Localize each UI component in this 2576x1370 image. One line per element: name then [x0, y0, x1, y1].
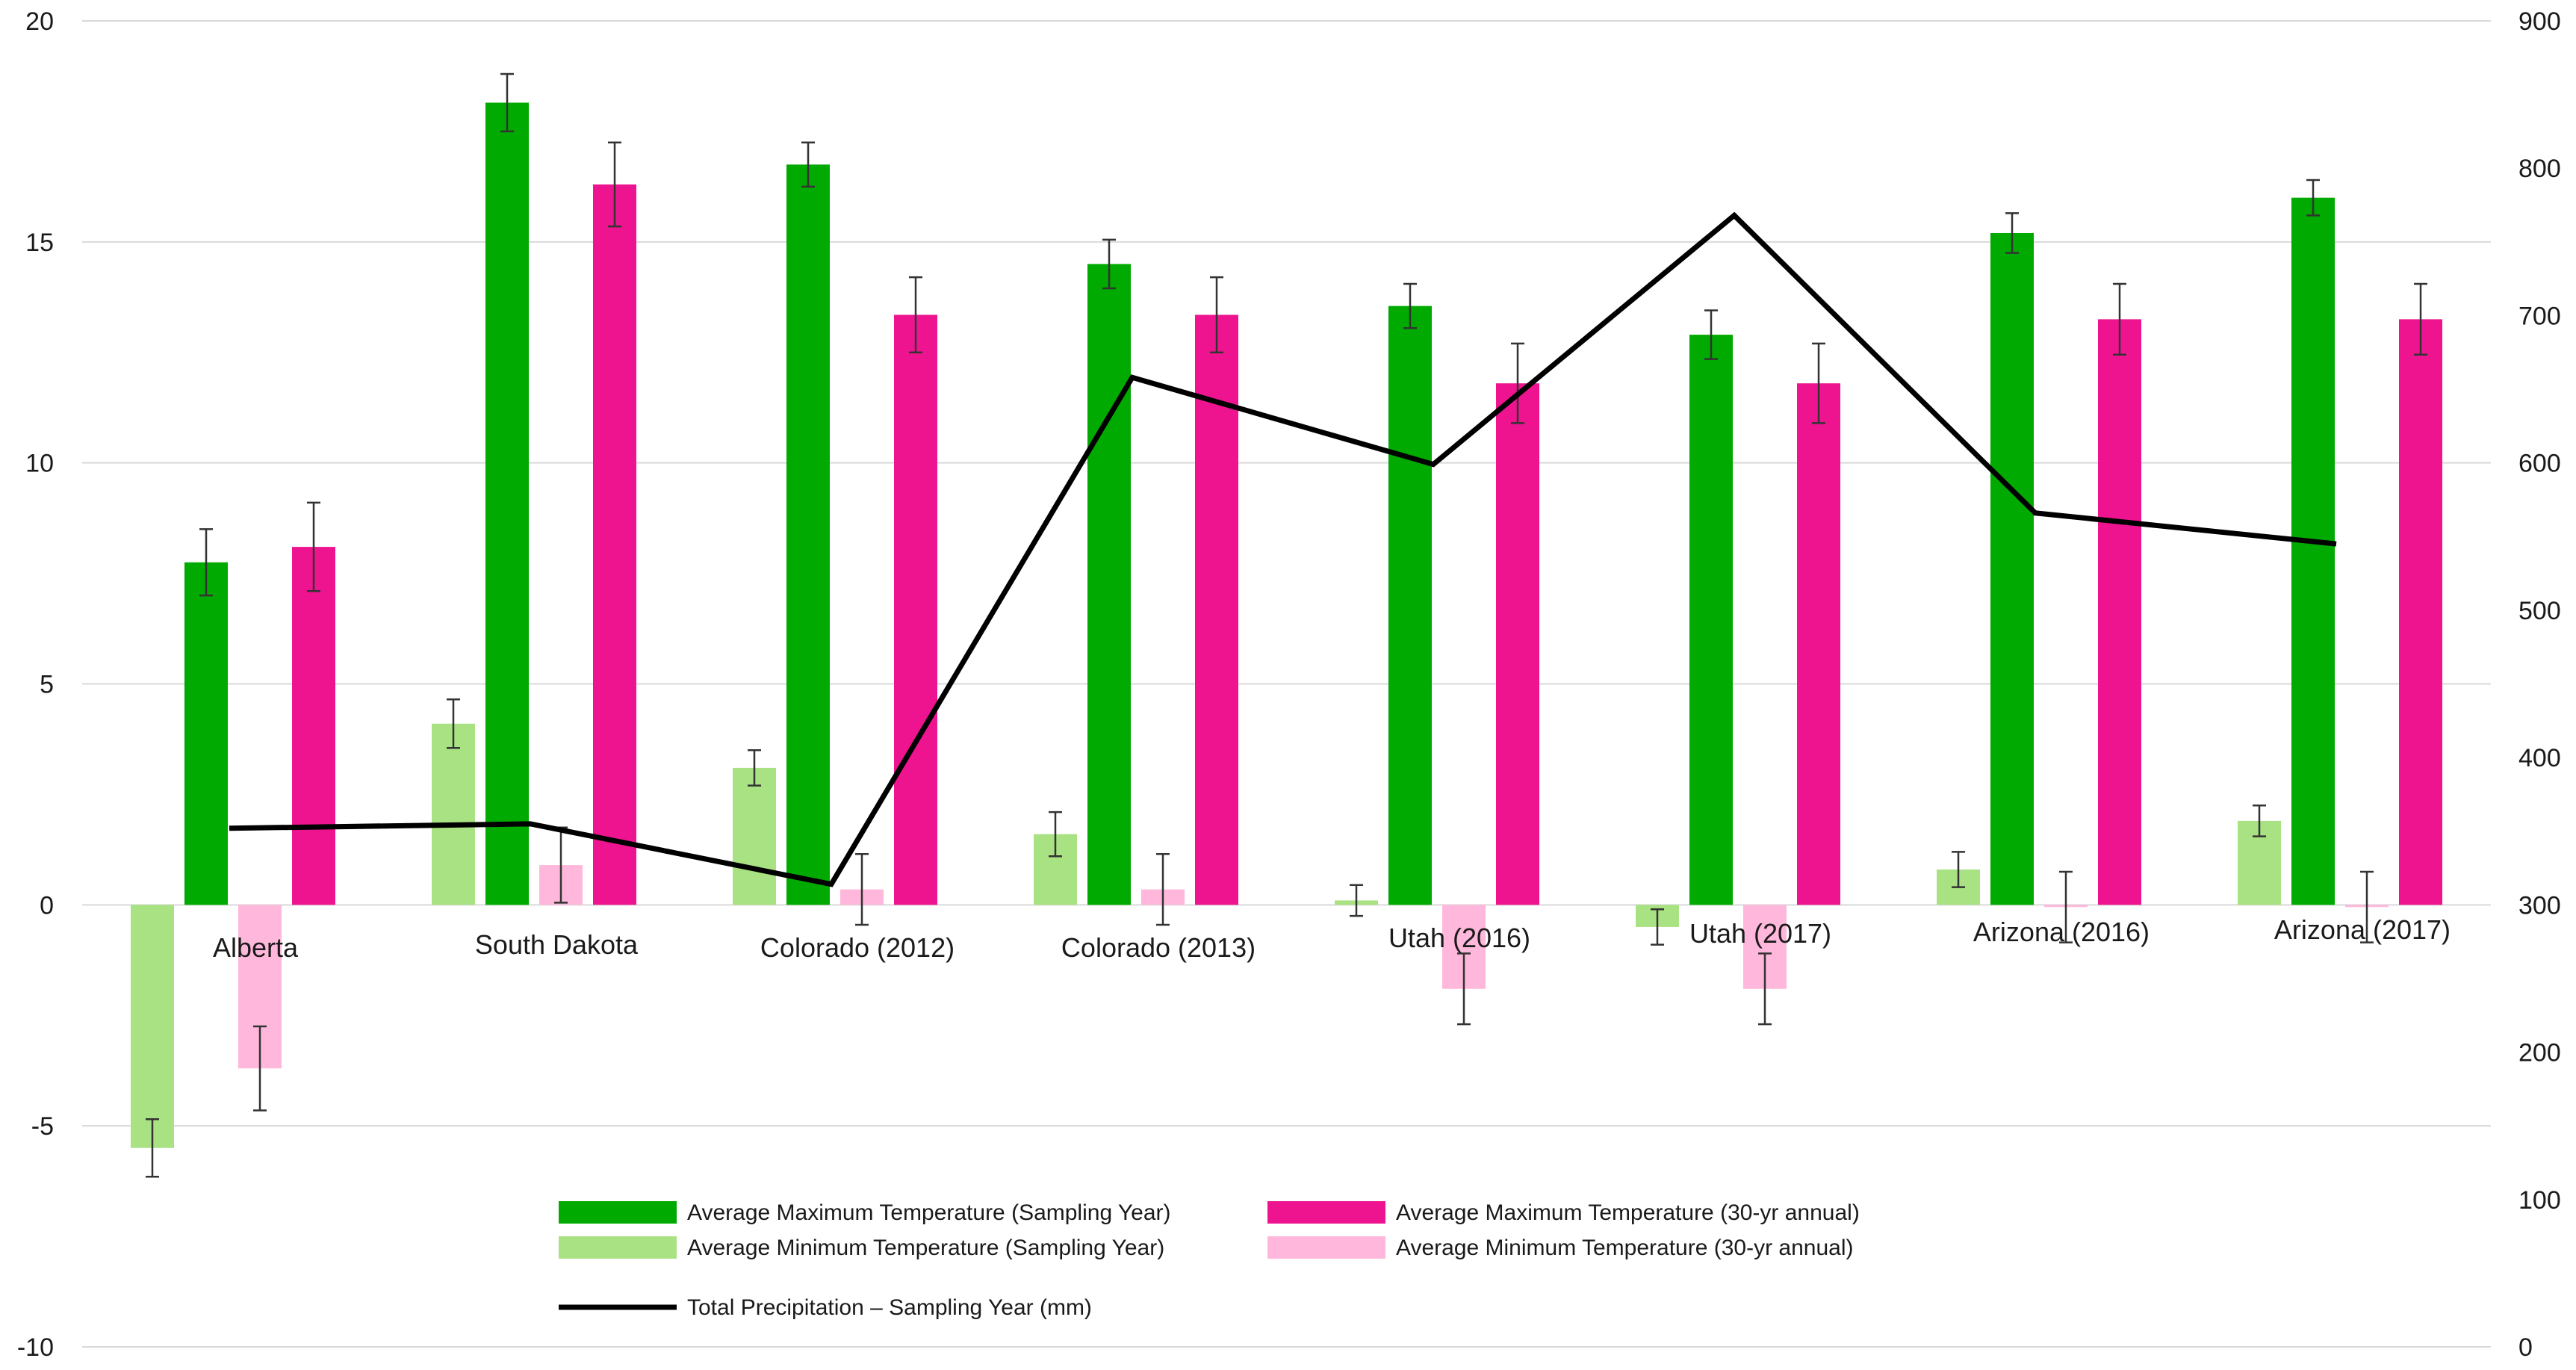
legend-label: Average Maximum Temperature (Sampling Ye… [687, 1200, 1171, 1225]
category-label: Utah (2016) [1388, 923, 1530, 953]
left-y-axis: -10 -5 0 5 10 15 20 [17, 7, 54, 1362]
gridlines [82, 20, 2491, 1348]
bar [2291, 197, 2335, 905]
category-label: South Dakota [475, 929, 639, 960]
legend-swatch [1267, 1201, 1385, 1224]
category-label: Arizona (2017) [2274, 914, 2451, 945]
legend-label: Total Precipitation – Sampling Year (mm) [687, 1295, 1092, 1320]
bar [1195, 314, 1238, 905]
bar [1496, 383, 1539, 905]
bar [786, 164, 830, 905]
bar [1087, 264, 1131, 905]
y-tick-label: 15 [25, 229, 54, 257]
category-label: Alberta [213, 932, 299, 963]
precipitation-line-path [229, 211, 2337, 887]
legend-label: Average Maximum Temperature (30-yr annua… [1396, 1200, 1860, 1225]
y-tick-label: 0 [40, 891, 54, 920]
bar [1797, 383, 1840, 905]
y-tick-label: 20 [25, 7, 54, 36]
bar [1388, 306, 1432, 905]
y2-tick-label: 700 [2518, 302, 2561, 330]
legend-swatch [559, 1201, 677, 1224]
y2-tick-label: 900 [2518, 7, 2561, 36]
category-label: Arizona (2016) [1973, 917, 2150, 947]
legend-swatch [559, 1236, 677, 1259]
error-bars [146, 72, 2427, 1178]
bar [733, 767, 776, 905]
bar [1689, 335, 1733, 905]
y-tick-label: -5 [31, 1112, 54, 1141]
bar [2399, 319, 2442, 905]
y2-tick-label: 300 [2518, 891, 2561, 920]
legend-label: Average Minimum Temperature (Sampling Ye… [687, 1236, 1164, 1260]
y-tick-label: 10 [25, 450, 54, 478]
category-label: Colorado (2013) [1061, 932, 1256, 963]
legend: Average Maximum Temperature (Sampling Ye… [559, 1200, 1860, 1320]
bar [485, 102, 529, 905]
y2-tick-label: 500 [2518, 597, 2561, 625]
bar [131, 905, 174, 1148]
legend-label: Average Minimum Temperature (30-yr annua… [1396, 1236, 1854, 1260]
y-tick-label: -10 [17, 1333, 54, 1362]
y2-tick-label: 100 [2518, 1186, 2561, 1215]
bar [593, 184, 636, 905]
y2-tick-label: 800 [2518, 155, 2561, 183]
precipitation-line [229, 211, 2337, 887]
bar [1990, 233, 2034, 905]
bar-series [131, 102, 2442, 1148]
category-label: Utah (2017) [1689, 918, 1831, 949]
category-label: Colorado (2012) [760, 932, 955, 963]
bar [292, 547, 335, 905]
bar [2098, 319, 2141, 905]
category-labels: Alberta South Dakota Colorado (2012) Colora… [213, 914, 2451, 963]
legend-swatch [1267, 1236, 1385, 1259]
y-tick-label: 5 [40, 671, 54, 699]
y2-tick-label: 400 [2518, 744, 2561, 772]
bar [184, 562, 228, 905]
y2-tick-label: 600 [2518, 450, 2561, 478]
bar [432, 723, 475, 905]
bar [894, 314, 937, 905]
y2-tick-label: 0 [2518, 1333, 2533, 1362]
right-y-axis: 0 100 200 300 400 500 600 700 800 900 [2518, 7, 2561, 1362]
y2-tick-label: 200 [2518, 1039, 2561, 1067]
